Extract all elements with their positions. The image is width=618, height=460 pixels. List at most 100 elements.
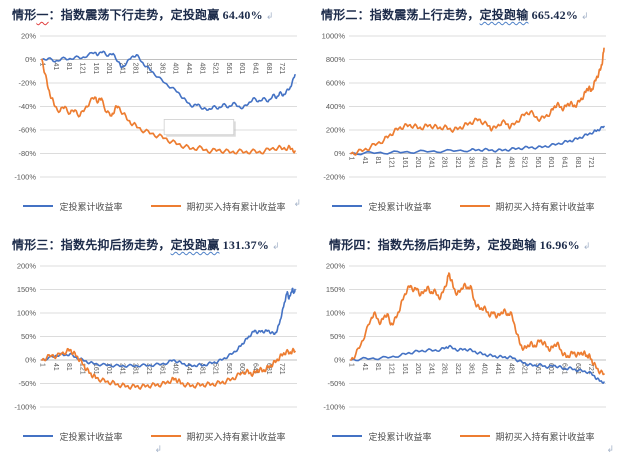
x-axis-tick-label: 81 xyxy=(374,157,381,165)
title-segment: 131.37% xyxy=(219,238,270,252)
x-axis-tick-label: 681 xyxy=(265,63,272,75)
x-axis-tick-label: 601 xyxy=(238,63,245,75)
x-axis-tick-label: 281 xyxy=(441,157,448,169)
x-axis-tick-label: 201 xyxy=(105,363,112,375)
x-axis-tick-label: 521 xyxy=(521,363,528,375)
dca-line-swatch xyxy=(23,435,54,437)
legend-label-buyhold: 期初买入持有累计收益率 xyxy=(495,431,595,442)
y-axis-tick-label: -50% xyxy=(327,379,345,388)
title-segment: 定投跑赢 xyxy=(170,8,220,22)
chart-canvas-4: 200% 150% 100% 50% 0% -50% -100% 1 41 81 121 161 201… xyxy=(323,262,606,412)
chart-legend-4: 定投累计收益率 期初买入持有累计收益率 ↲ xyxy=(309,426,618,455)
buyhold-return-line xyxy=(350,47,605,156)
x-axis-tick-label: 481 xyxy=(507,363,514,375)
x-axis-tick-label: 281 xyxy=(132,363,139,375)
legend-label-dca: 定投累计收益率 xyxy=(59,431,123,442)
legend-label-buyhold: 期初买入持有累计收益率 xyxy=(186,431,286,442)
x-axis-tick-label: 1 xyxy=(348,157,355,161)
y-axis-tick-label: -60% xyxy=(18,126,36,135)
x-axis-tick-label: 281 xyxy=(132,63,139,75)
chart-panel-1: 情形一：指数震荡下行走势，定投跑赢 64.40% ↲ 20% 0% -20% -40% -… xyxy=(0,0,309,230)
buyhold-line-swatch xyxy=(459,435,490,437)
y-axis-tick-label: 0% xyxy=(334,356,345,365)
chart-title-4: 情形四：指数先扬后抑走势，定投跑输 16.96% ↲ xyxy=(309,230,618,254)
x-axis-tick-label: 201 xyxy=(414,363,421,375)
x-axis-tick-label: 361 xyxy=(467,363,474,375)
y-axis-tick-label: 0% xyxy=(25,55,36,64)
x-axis-tick-label: 601 xyxy=(547,363,554,375)
x-axis-tick-label: 121 xyxy=(78,63,85,75)
paragraph-mark-icon: ↲ xyxy=(606,445,614,455)
legend-item-buyhold: 期初买入持有累计收益率 xyxy=(459,430,595,443)
paragraph-mark-icon: ↲ xyxy=(154,445,163,455)
x-axis-tick-label: 361 xyxy=(158,363,165,375)
title-segment: 定投跑输 xyxy=(487,238,537,252)
chart-canvas-2: 1000% 800% 600% 400% 200% 0% -200% 1 41 81 121 161 2… xyxy=(322,32,606,182)
y-axis-tick-label: 100% xyxy=(17,309,37,318)
y-axis-tick-label: 1000% xyxy=(322,32,346,41)
legend-item-dca: 定投累计收益率 xyxy=(332,200,432,213)
x-axis-tick-label: 41 xyxy=(361,157,368,165)
x-axis-tick-label: 681 xyxy=(574,157,581,169)
chart-panel-2: 情形二：指数震荡上行走势，定投跑输 665.42% ↲ 1000% 800% 600%… xyxy=(309,0,618,230)
y-axis-tick-label: 50% xyxy=(330,332,345,341)
y-axis-tick-label: -100% xyxy=(323,403,345,412)
y-axis-tick-label: -100% xyxy=(14,173,36,182)
chart-legend-3: 定投累计收益率 期初买入持有累计收益率 ↲ xyxy=(0,426,309,455)
x-axis-tick-label: 161 xyxy=(401,363,408,375)
x-axis-tick-label: 441 xyxy=(494,157,501,169)
title-segment: 情形三：指数先抑后扬走势， xyxy=(12,238,171,252)
x-axis-tick-label: 721 xyxy=(587,157,594,169)
y-axis-tick-label: 50% xyxy=(21,332,36,341)
y-axis-tick-label: 20% xyxy=(21,32,36,41)
x-axis-tick-label: 81 xyxy=(374,363,381,371)
paragraph-mark-icon: ↲ xyxy=(272,242,280,252)
x-axis-tick-label: 81 xyxy=(65,363,72,371)
x-axis-tick-label: 161 xyxy=(401,157,408,169)
y-axis-tick-label: -40% xyxy=(18,102,36,111)
x-axis-tick-label: 1 xyxy=(348,363,355,367)
legend-label-buyhold: 期初买入持有累计收益率 xyxy=(186,201,286,212)
title-segment: 一 xyxy=(36,8,49,22)
x-axis-tick-label: 121 xyxy=(78,363,85,375)
x-axis-tick-label: 401 xyxy=(172,363,179,375)
y-axis-tick-label: -100% xyxy=(14,403,36,412)
x-axis-tick-label: 241 xyxy=(118,363,125,375)
buyhold-line-swatch xyxy=(150,435,181,437)
y-axis-tick-label: -200% xyxy=(323,173,345,182)
chart-legend-2: 定投累计收益率 期初买入持有累计收益率 xyxy=(309,196,618,216)
x-axis-tick-label: 241 xyxy=(427,157,434,169)
chart-title-1: 情形一：指数震荡下行走势，定投跑赢 64.40% ↲ xyxy=(0,0,309,24)
dca-line-swatch xyxy=(332,205,363,207)
title-segment: 情形 xyxy=(12,8,37,22)
legend-label-buyhold: 期初买入持有累计收益率 xyxy=(495,201,595,212)
chart-legend-1: 定投累计收益率 期初买入持有累计收益率 ↲ xyxy=(0,196,309,216)
legend-label-dca: 定投累计收益率 xyxy=(368,201,432,212)
buyhold-line-swatch xyxy=(150,205,181,207)
x-axis-tick-label: 401 xyxy=(481,157,488,169)
x-axis-tick-label: 1 xyxy=(39,63,46,67)
x-axis-tick-label: 321 xyxy=(454,157,461,169)
x-axis-tick-label: 121 xyxy=(387,363,394,375)
dca-return-line xyxy=(350,125,605,156)
x-axis-tick-label: 361 xyxy=(158,63,165,75)
x-axis-tick-label: 41 xyxy=(52,63,59,71)
title-segment: 16.96% xyxy=(536,238,580,252)
x-axis-tick-label: 321 xyxy=(454,363,461,375)
title-segment: 情形二：指数震荡上行走势， xyxy=(321,8,480,22)
x-axis-tick-label: 521 xyxy=(212,363,219,375)
y-axis-tick-label: 200% xyxy=(17,262,37,271)
title-segment: 定投跑输 xyxy=(479,8,529,22)
x-axis-tick-label: 441 xyxy=(185,363,192,375)
x-axis-tick-label: 281 xyxy=(441,363,448,375)
y-axis-tick-label: 800% xyxy=(326,55,346,64)
x-axis-tick-label: 441 xyxy=(185,63,192,75)
dca-line-swatch xyxy=(332,435,363,437)
x-axis-tick-label: 1 xyxy=(39,363,46,367)
empty-tooltip-box xyxy=(163,119,235,136)
buyhold-line-swatch xyxy=(459,205,490,207)
y-axis-tick-label: 100% xyxy=(326,309,346,318)
x-axis-tick-label: 681 xyxy=(265,363,272,375)
y-axis-tick-label: -20% xyxy=(18,79,36,88)
